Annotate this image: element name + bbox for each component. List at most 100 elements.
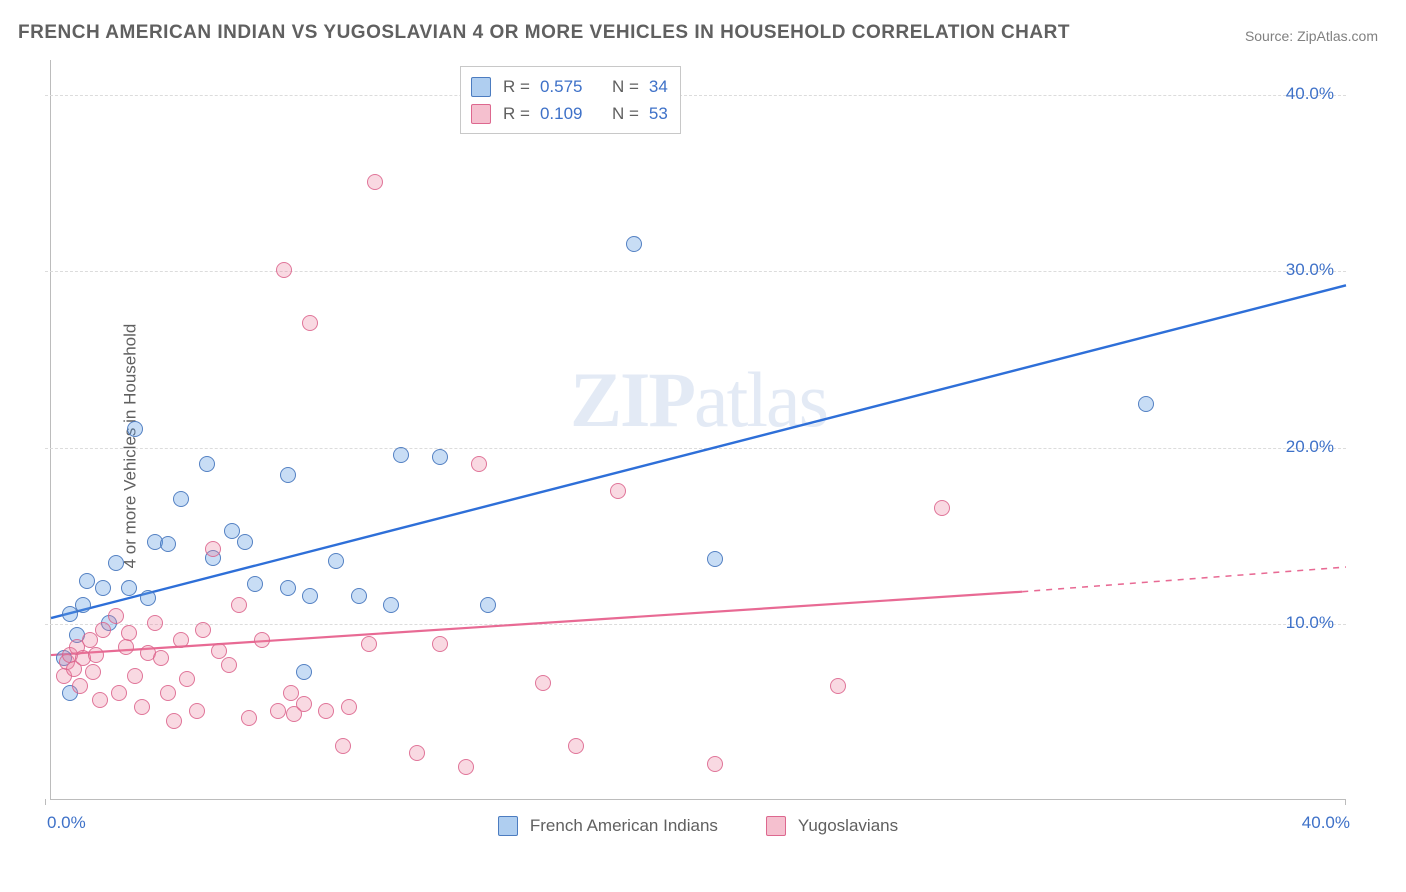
data-point <box>127 421 143 437</box>
stats-row-series-2: R = 0.109 N = 53 <box>471 100 668 127</box>
x-tick-start <box>45 799 46 805</box>
legend-label-1: French American Indians <box>530 816 718 836</box>
data-point <box>830 678 846 694</box>
data-point <box>195 622 211 638</box>
data-point <box>276 262 292 278</box>
data-point <box>88 647 104 663</box>
data-point <box>383 597 399 613</box>
data-point <box>280 580 296 596</box>
trendline-extrapolated <box>1022 567 1346 592</box>
legend-item-2: Yugoslavians <box>766 816 898 836</box>
data-point <box>95 622 111 638</box>
data-point <box>179 671 195 687</box>
data-point <box>568 738 584 754</box>
legend-item-1: French American Indians <box>498 816 718 836</box>
stats-r-value-1: 0.575 <box>540 73 583 100</box>
data-point <box>367 174 383 190</box>
data-point <box>934 500 950 516</box>
data-point <box>127 668 143 684</box>
data-point <box>231 597 247 613</box>
trendline <box>51 285 1346 618</box>
data-point <box>254 632 270 648</box>
stats-n-value-2: 53 <box>649 100 668 127</box>
y-tick-label: 20.0% <box>1286 437 1334 457</box>
data-point <box>318 703 334 719</box>
stats-row-series-1: R = 0.575 N = 34 <box>471 73 668 100</box>
data-point <box>72 678 88 694</box>
data-point <box>92 692 108 708</box>
data-point <box>211 643 227 659</box>
data-point <box>707 551 723 567</box>
data-point <box>237 534 253 550</box>
data-point <box>458 759 474 775</box>
stats-r-value-2: 0.109 <box>540 100 583 127</box>
data-point <box>173 491 189 507</box>
data-point <box>707 756 723 772</box>
swatch-pink-icon <box>766 816 786 836</box>
data-point <box>341 699 357 715</box>
data-point <box>121 625 137 641</box>
trendlines-svg <box>51 60 1346 799</box>
data-point <box>335 738 351 754</box>
data-point <box>95 580 111 596</box>
data-point <box>432 449 448 465</box>
data-point <box>160 685 176 701</box>
data-point <box>471 456 487 472</box>
data-point <box>280 467 296 483</box>
data-point <box>328 553 344 569</box>
data-point <box>173 632 189 648</box>
data-point <box>121 580 137 596</box>
data-point <box>302 588 318 604</box>
data-point <box>296 696 312 712</box>
data-point <box>626 236 642 252</box>
data-point <box>409 745 425 761</box>
stats-n-label: N = <box>612 100 639 127</box>
data-point <box>610 483 626 499</box>
plot-area: ZIPatlas 0.0% 40.0% 10.0%20.0%30.0%40.0% <box>50 60 1346 800</box>
y-tick-label: 30.0% <box>1286 260 1334 280</box>
stats-n-value-1: 34 <box>649 73 668 100</box>
chart-title: FRENCH AMERICAN INDIAN VS YUGOSLAVIAN 4 … <box>18 22 1070 44</box>
legend-label-2: Yugoslavians <box>798 816 898 836</box>
data-point <box>241 710 257 726</box>
data-point <box>85 664 101 680</box>
y-tick-label: 10.0% <box>1286 613 1334 633</box>
y-tick-label: 40.0% <box>1286 84 1334 104</box>
stats-legend-box: R = 0.575 N = 34 R = 0.109 N = 53 <box>460 66 681 134</box>
data-point <box>221 657 237 673</box>
stats-n-label: N = <box>612 73 639 100</box>
data-point <box>189 703 205 719</box>
data-point <box>160 536 176 552</box>
data-point <box>351 588 367 604</box>
data-point <box>432 636 448 652</box>
data-point <box>393 447 409 463</box>
data-point <box>79 573 95 589</box>
data-point <box>199 456 215 472</box>
bottom-legend: French American Indians Yugoslavians <box>50 816 1346 836</box>
x-tick-end <box>1345 799 1346 805</box>
swatch-blue-icon <box>498 816 518 836</box>
stats-r-label: R = <box>503 100 530 127</box>
data-point <box>108 608 124 624</box>
data-point <box>147 615 163 631</box>
data-point <box>75 597 91 613</box>
data-point <box>535 675 551 691</box>
data-point <box>134 699 150 715</box>
data-point <box>296 664 312 680</box>
data-point <box>153 650 169 666</box>
data-point <box>270 703 286 719</box>
data-point <box>302 315 318 331</box>
data-point <box>1138 396 1154 412</box>
source-attribution: Source: ZipAtlas.com <box>1245 28 1378 44</box>
data-point <box>111 685 127 701</box>
data-point <box>108 555 124 571</box>
data-point <box>205 541 221 557</box>
data-point <box>118 639 134 655</box>
data-point <box>480 597 496 613</box>
data-point <box>247 576 263 592</box>
stats-r-label: R = <box>503 73 530 100</box>
swatch-pink-icon <box>471 104 491 124</box>
swatch-blue-icon <box>471 77 491 97</box>
data-point <box>361 636 377 652</box>
data-point <box>166 713 182 729</box>
